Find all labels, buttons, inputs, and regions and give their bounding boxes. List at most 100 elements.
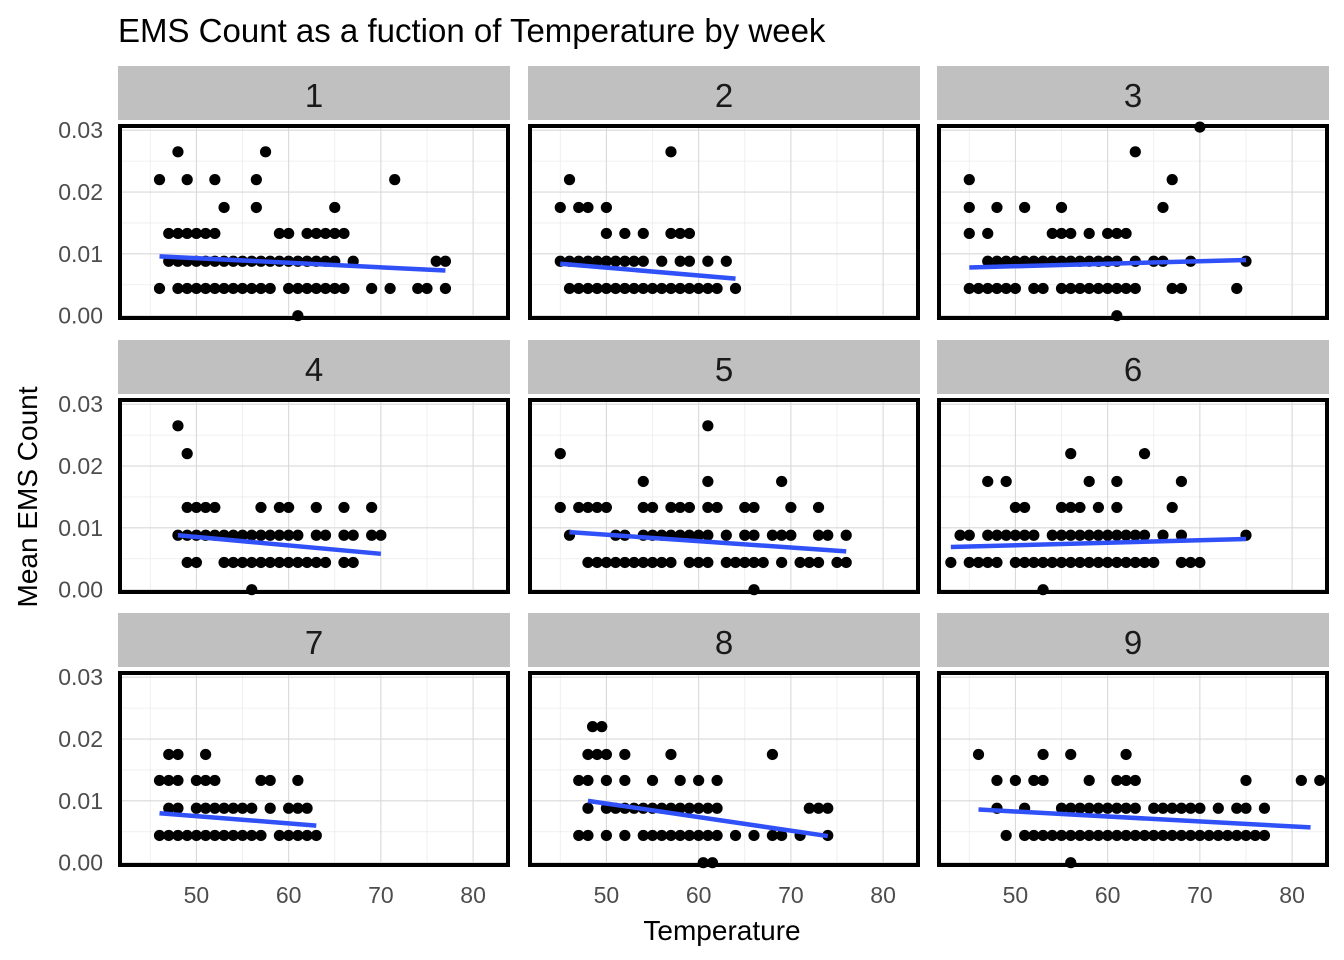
data-point (674, 282, 686, 295)
data-point (711, 501, 723, 514)
data-point (982, 255, 994, 267)
data-point (646, 282, 659, 295)
data-point (218, 829, 230, 842)
facet-strip (118, 340, 510, 394)
data-point (1175, 802, 1188, 814)
data-point (776, 475, 788, 488)
data-point (963, 227, 975, 240)
data-point (991, 282, 1003, 295)
data-point (582, 748, 594, 761)
data-point (739, 529, 751, 541)
data-point (1074, 556, 1086, 569)
data-point (190, 501, 202, 514)
facet-strip (937, 340, 1329, 394)
data-point (190, 282, 202, 295)
data-point (163, 748, 175, 761)
data-point (301, 282, 313, 295)
data-point (200, 227, 212, 240)
data-point (200, 802, 212, 814)
data-point (1083, 829, 1095, 842)
data-point (683, 227, 696, 240)
panel-border (528, 398, 920, 594)
data-point (181, 829, 193, 842)
data-point (1194, 829, 1206, 842)
data-point (693, 802, 705, 814)
data-point (1055, 829, 1068, 842)
data-point (656, 829, 668, 842)
data-point (1120, 282, 1132, 295)
data-point (1166, 802, 1178, 814)
data-point (683, 501, 696, 514)
facet-strip-label: 2 (715, 77, 733, 114)
data-point (586, 721, 599, 733)
data-point (1083, 802, 1095, 814)
data-point (283, 282, 295, 295)
y-tick-label: 0.00 (58, 577, 103, 603)
data-point (1028, 282, 1040, 295)
data-point (1166, 282, 1178, 295)
data-point (748, 501, 760, 514)
facet-strip-label: 7 (305, 624, 323, 661)
data-point (273, 501, 286, 514)
data-point (665, 556, 677, 569)
data-point (619, 556, 631, 569)
data-point (292, 802, 304, 814)
data-point (963, 201, 975, 214)
data-point (163, 774, 175, 787)
facet-panel-week-8: 8 50 60 70 80 (528, 613, 920, 908)
data-point (153, 829, 166, 842)
data-point (683, 255, 696, 267)
data-point (785, 501, 797, 514)
x-tick-label: 80 (460, 882, 486, 908)
x-tick-label: 70 (1187, 882, 1213, 908)
data-point (172, 227, 184, 240)
data-point (563, 174, 576, 186)
y-tick-label: 0.00 (58, 850, 103, 876)
data-point (637, 501, 649, 514)
data-point (982, 282, 994, 295)
data-point (246, 829, 258, 842)
data-point (720, 255, 732, 267)
data-point (591, 255, 603, 267)
data-point (1074, 829, 1086, 842)
data-point (702, 282, 714, 295)
data-point (200, 748, 212, 761)
data-point (181, 174, 193, 186)
x-tick-label: 50 (1003, 882, 1029, 908)
data-point (840, 556, 852, 569)
data-point (1019, 556, 1031, 569)
data-point (1083, 529, 1095, 541)
data-point (384, 282, 396, 295)
data-point (366, 501, 378, 514)
data-point (236, 829, 249, 842)
data-point (1185, 556, 1197, 569)
data-point (1019, 529, 1031, 541)
data-point (619, 227, 631, 240)
data-point (236, 556, 249, 569)
data-point (439, 255, 452, 267)
data-point (1037, 748, 1049, 761)
data-point (600, 255, 613, 267)
data-point (209, 501, 221, 514)
data-point (803, 802, 815, 814)
data-point (366, 529, 378, 541)
data-point (600, 556, 613, 569)
facet-panel-week-9: 9 50 60 70 80 (937, 613, 1329, 908)
data-point (610, 282, 622, 295)
data-point (945, 556, 957, 569)
data-point (292, 774, 304, 787)
data-point (573, 829, 585, 842)
y-tick-label: 0.03 (58, 664, 103, 690)
data-point (683, 282, 696, 295)
data-point (674, 227, 686, 240)
data-point (1092, 556, 1105, 569)
facet-strip (528, 340, 920, 394)
data-point (255, 829, 267, 842)
data-point (347, 529, 359, 541)
data-point (573, 501, 585, 514)
data-point (1120, 227, 1132, 240)
data-point (1194, 802, 1206, 814)
data-point (711, 829, 723, 842)
data-point (1028, 829, 1040, 842)
data-point (292, 282, 304, 295)
